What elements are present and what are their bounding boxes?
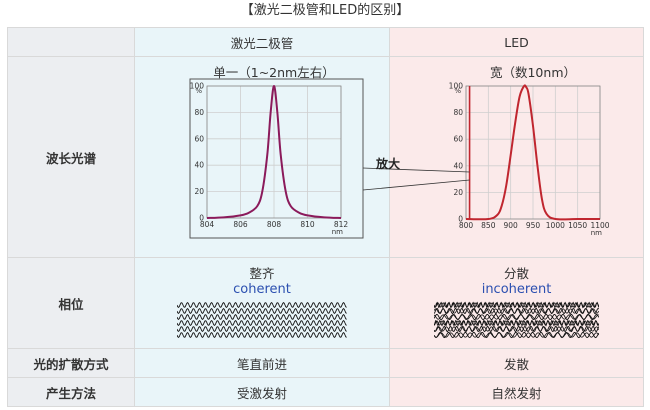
wave-line (177, 307, 347, 314)
laser-method: 受激发射 (134, 377, 390, 407)
led-phase-cell: 分散 incoherent (389, 257, 644, 349)
wave-line (434, 325, 599, 332)
wave-line (434, 313, 599, 320)
header-empty-cell (7, 27, 135, 57)
page-title: 【激光二极管和LED的区别】 (240, 3, 410, 18)
header-laser: 激光二极管 (134, 27, 390, 57)
led-spectrum-cell (389, 56, 644, 258)
wave-line (177, 319, 347, 326)
laser-phase-cell: 整齐 coherent (134, 257, 390, 349)
row-label-method: 产生方法 (7, 377, 135, 407)
led-phase-en: incoherent (481, 281, 552, 297)
incoherent-wave-diagram (434, 301, 599, 338)
wave-line (434, 319, 599, 326)
wave-line (177, 313, 347, 320)
wave-line (434, 307, 599, 314)
wave-line (177, 301, 347, 308)
wave-line (434, 307, 599, 314)
laser-phase-en: coherent (233, 281, 291, 297)
led-method: 自然发射 (389, 377, 644, 407)
wave-line (177, 325, 347, 332)
laser-diffusion: 笔直前进 (134, 348, 390, 378)
led-phase-text: 分散 (503, 265, 529, 281)
led-diffusion: 发散 (389, 348, 644, 378)
header-led: LED (389, 27, 644, 57)
laser-spectrum-cell (134, 56, 390, 258)
wave-line (434, 313, 599, 320)
table-row: 产生方法 受激发射 自然发射 (7, 377, 644, 407)
table-row: 激光二极管 LED (7, 27, 644, 57)
table-row: 相位 整齐 coherent 分散 incoherent (7, 257, 644, 349)
wave-line (434, 301, 599, 308)
coherent-wave-diagram (177, 301, 347, 338)
table-row: 光的扩散方式 笔直前进 发散 (7, 348, 644, 378)
laser-phase-text: 整齐 (249, 265, 275, 281)
wave-line (434, 325, 599, 332)
comparison-table: 激光二极管 LED 波长光谱 相位 整齐 coherent 分散 incoher… (7, 27, 644, 407)
row-label-spectrum: 波长光谱 (7, 56, 135, 258)
wave-line (434, 301, 599, 308)
row-label-diffusion: 光的扩散方式 (7, 348, 135, 378)
row-label-phase: 相位 (7, 257, 135, 349)
wave-line (434, 331, 599, 338)
table-row: 波长光谱 (7, 56, 644, 258)
wave-line (177, 331, 347, 338)
